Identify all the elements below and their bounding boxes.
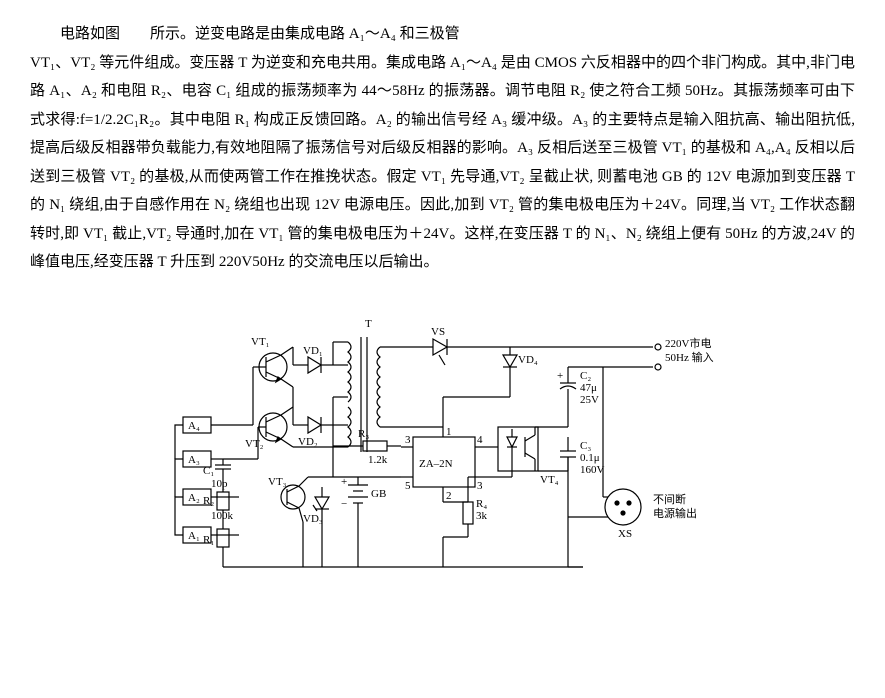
label-R2: R₂ — [203, 495, 214, 507]
label-A4: A₄ — [188, 420, 200, 432]
svg-text:5: 5 — [405, 480, 411, 492]
label-VD1: VD₁ — [303, 345, 323, 357]
label-A3: A₃ — [188, 454, 200, 466]
za2n-block: ZA–2N 1 3 5 2 4 3 — [398, 397, 510, 502]
label-VT2: VT₂ — [245, 438, 264, 450]
svg-text:+: + — [341, 476, 347, 488]
svg-text:3: 3 — [477, 480, 483, 492]
label-R3: R₃ — [358, 428, 369, 440]
label-VD2: VD₂ — [298, 436, 318, 448]
capacitor-c2: C₂ 47μ 25V + — [557, 367, 603, 427]
label-XS: XS — [618, 528, 632, 540]
label-VD3: VD₃ — [303, 513, 323, 525]
clamp-diodes: VD₁ VD₂ — [293, 345, 333, 448]
label-C2: C₂ — [580, 370, 591, 382]
label-R2-value: 100k — [211, 510, 234, 522]
label-GB: GB — [371, 488, 386, 500]
svg-text:2: 2 — [446, 490, 452, 502]
label-VT4: VT₄ — [540, 474, 559, 486]
label-R1: R₁ — [203, 534, 214, 546]
label-mains-2: 50Hz 输入 — [665, 350, 714, 364]
label-VT3: VT₃ — [268, 476, 287, 488]
svg-text:4: 4 — [477, 434, 483, 446]
optocoupler-vt4: VT₄ — [487, 427, 568, 486]
label-ZA2N: ZA–2N — [419, 458, 453, 470]
label-R4-val: 3k — [476, 510, 488, 522]
text-body: VT₁、VT₂ 等元件组成。变压器 T 为逆变和充电共用。集成电路 A₁～A₄ … — [30, 55, 855, 271]
label-A1: A₁ — [188, 530, 200, 542]
label-R4: R₄ — [476, 498, 487, 510]
label-out-2: 电源输出 — [653, 506, 697, 520]
push-pull-transistors: VT₁ VT₂ — [223, 336, 293, 459]
svg-text:1: 1 — [446, 426, 452, 438]
text-line-1: 电路如图 所示。逆变电路是由集成电路 A₁～A₄ 和三极管 — [60, 26, 460, 42]
label-C2-volt: 25V — [580, 394, 599, 406]
label-mains-1: 220V市电 — [665, 336, 711, 350]
label-C3-val: 0.1μ — [580, 452, 600, 464]
battery-branch: VT₃ VD₃ GB + − — [268, 476, 401, 525]
label-C2-val: 47μ — [580, 382, 597, 394]
oscillator-rc: C₁ 10p R₂ 100k R₁ — [203, 459, 239, 557]
circuit-diagram: A₁ A₂ A₃ A₄ C₁ 10p R₂ 100k R₁ — [163, 297, 723, 587]
label-C1-value: 10p — [211, 478, 228, 490]
label-C1: C₁ — [203, 465, 214, 477]
label-T: T — [365, 318, 372, 330]
svg-text:+: + — [557, 370, 563, 382]
mains-input: 220V市电 50Hz 输入 — [603, 336, 714, 370]
label-R3-val: 1.2k — [368, 454, 388, 466]
svg-text:3: 3 — [405, 434, 411, 446]
label-C3-volt: 160V — [580, 464, 605, 476]
label-VT1: VT₁ — [251, 336, 270, 348]
label-VS: VS — [431, 326, 445, 338]
label-C3: C₃ — [580, 440, 591, 452]
description-paragraph: 电路如图 所示。逆变电路是由集成电路 A₁～A₄ 和三极管 VT₁、VT₂ 等元… — [30, 20, 855, 277]
label-A2: A₂ — [188, 492, 200, 504]
bottom-bus — [223, 522, 583, 567]
label-out-1: 不间断 — [653, 492, 686, 506]
diode-vd4: VD₄ — [503, 347, 538, 397]
label-VD4: VD₄ — [518, 354, 538, 366]
capacitor-c3: C₃ 0.1μ 160V — [560, 437, 605, 487]
svg-text:−: − — [341, 498, 347, 510]
